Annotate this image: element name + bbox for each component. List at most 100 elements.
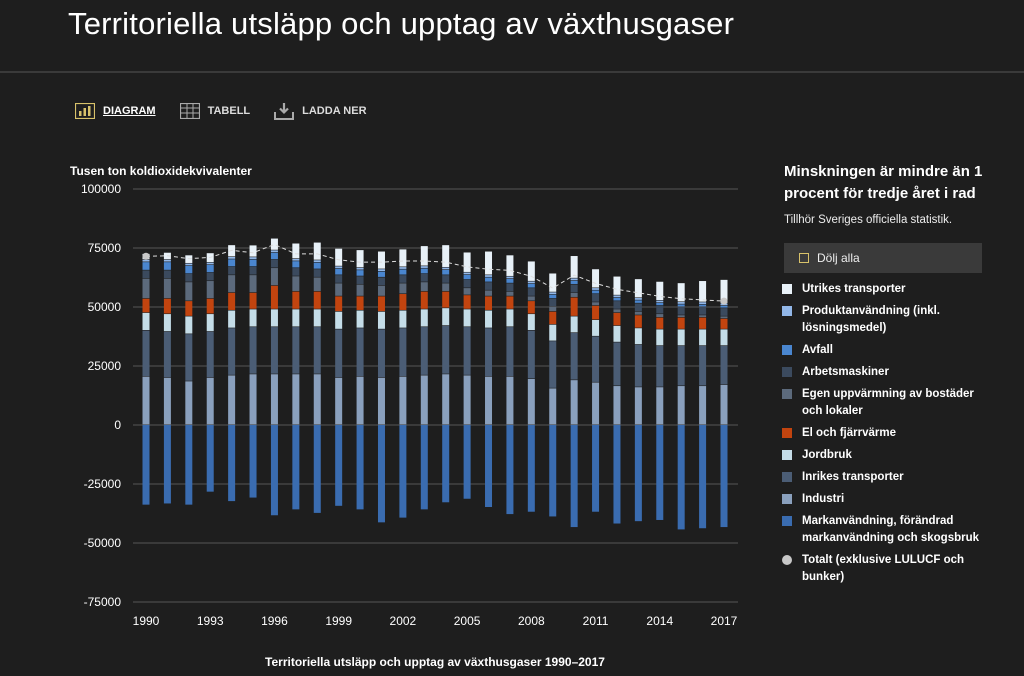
bar-segment — [377, 377, 385, 425]
bar-segment — [549, 341, 557, 388]
bar-segment — [549, 425, 557, 517]
bar-segment — [335, 425, 343, 506]
legend-item[interactable]: Avfall — [782, 342, 992, 359]
bar-segment — [634, 387, 642, 425]
bar-segment — [228, 328, 236, 375]
bar-segment — [142, 298, 150, 313]
x-tick-label: 2008 — [518, 614, 545, 628]
bar-segment — [720, 318, 728, 329]
bar-segment — [656, 317, 664, 329]
bar-segment — [527, 296, 535, 301]
bar-segment — [163, 259, 171, 262]
legend-item[interactable]: Produktanvändning (inkl. lösningsmedel) — [782, 303, 992, 337]
tab-ladda-ner[interactable]: LADDA NER — [274, 102, 367, 120]
bar-segment — [549, 311, 557, 325]
tab-diagram[interactable]: DIAGRAM — [75, 102, 156, 120]
bar-segment — [570, 332, 578, 380]
bar-segment — [420, 266, 428, 268]
bar-segment — [549, 294, 557, 299]
bar-segment — [485, 376, 493, 425]
legend-item[interactable]: El och fjärrvärme — [782, 425, 992, 442]
legend-item[interactable]: Totalt (exklusive LULUCF och bunker) — [782, 552, 992, 586]
bar-segment — [249, 275, 257, 293]
bar-segment — [463, 375, 471, 425]
bar-segment — [249, 374, 257, 425]
bar-segment — [399, 275, 407, 283]
bar-segment — [206, 425, 214, 492]
legend-item[interactable]: Arbetsmaskiner — [782, 364, 992, 381]
bar-segment — [335, 268, 343, 275]
bar-segment — [634, 315, 642, 328]
bar-segment — [549, 298, 557, 307]
bar-segment — [270, 425, 278, 516]
bar-segment — [592, 305, 600, 320]
legend-item[interactable]: Egen uppvärmning av bostäder och lokaler — [782, 386, 992, 420]
bar-segment — [313, 374, 321, 425]
bar-segment — [356, 376, 364, 425]
bar-segment — [399, 269, 407, 275]
bar-segment — [527, 283, 535, 288]
bar-segment — [313, 277, 321, 292]
bar-segment — [506, 276, 514, 279]
bar-segment — [549, 307, 557, 312]
bar-segment — [270, 309, 278, 327]
bar-segment — [613, 386, 621, 425]
bar-segment — [142, 312, 150, 330]
bar-segment — [570, 316, 578, 333]
bar-segment — [185, 381, 193, 425]
bar-segment — [656, 305, 664, 314]
bar-segment — [592, 288, 600, 290]
legend-item[interactable]: Jordbruk — [782, 447, 992, 464]
tab-tabell[interactable]: TABELL — [179, 102, 251, 120]
bar-segment — [634, 344, 642, 387]
bar-segment — [185, 273, 193, 282]
view-tabs: DIAGRAM TABELL LADDA NER — [75, 102, 367, 120]
bar-segment — [163, 298, 171, 314]
bar-segment — [163, 262, 171, 270]
bar-segment — [313, 262, 321, 269]
legend-swatch — [782, 472, 792, 482]
bar-segment — [485, 296, 493, 310]
bar-segment — [613, 297, 621, 301]
bar-segment — [292, 258, 300, 261]
bar-segment — [313, 327, 321, 374]
legend-item[interactable]: Utrikes transporter — [782, 281, 992, 298]
tab-tabell-label: TABELL — [207, 105, 251, 117]
bar-segment — [656, 425, 664, 520]
bar-segment — [270, 259, 278, 268]
bar-segment — [527, 314, 535, 330]
legend-item[interactable]: Inrikes transporter — [782, 469, 992, 486]
bar-segment — [270, 238, 278, 250]
bar-segment — [720, 345, 728, 385]
legend-item[interactable]: Markanvändning, förändrad markanvändning… — [782, 513, 992, 547]
bar-segment — [634, 300, 642, 303]
emissions-chart: Tusen ton koldioxidekvivalenter 100000 750… — [70, 164, 738, 669]
bar-segment — [506, 327, 514, 377]
bar-segment — [485, 328, 493, 377]
download-icon — [274, 103, 295, 120]
hide-all-button[interactable]: Dölj alla — [784, 243, 982, 273]
bar-segment — [699, 345, 707, 386]
bar-segment — [249, 292, 257, 309]
x-tick-label: 1990 — [133, 614, 160, 628]
bar-segment — [420, 246, 428, 266]
legend-label: Arbetsmaskiner — [802, 366, 889, 378]
bar-segment — [270, 252, 278, 260]
y-tick-label: 0 — [114, 418, 121, 432]
legend-item[interactable]: Industri — [782, 491, 992, 508]
bar-segment — [463, 295, 471, 309]
legend-swatch — [782, 428, 792, 438]
bar-segment — [377, 277, 385, 286]
bar-segment — [442, 308, 450, 326]
y-tick-label: 100000 — [81, 182, 121, 196]
bar-segment — [656, 281, 664, 301]
bar-segment — [163, 314, 171, 332]
bar-segment — [442, 269, 450, 275]
bar-segment — [677, 329, 685, 346]
bar-segment — [249, 266, 257, 275]
bar-segment — [549, 388, 557, 425]
header-divider — [0, 71, 1024, 73]
bar-segment — [399, 425, 407, 518]
bar-segment — [592, 302, 600, 306]
bar-segment — [570, 292, 578, 297]
